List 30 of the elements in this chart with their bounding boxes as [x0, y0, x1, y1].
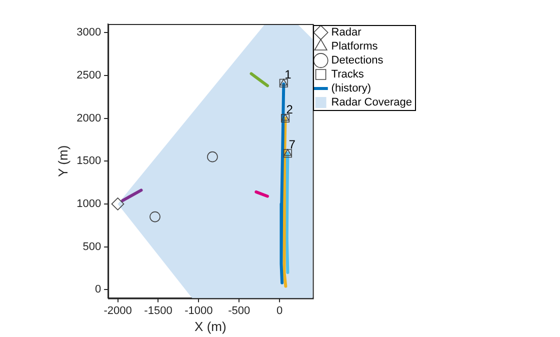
y-tick-label: 500: [82, 240, 102, 253]
legend-label: (history): [331, 82, 372, 95]
annotation: 2: [286, 102, 294, 117]
legend-label: Radar: [331, 26, 362, 39]
y-tick-label: 0: [94, 284, 102, 296]
point: [150, 211, 160, 222]
x-tick-label: 0: [276, 304, 283, 317]
y-tick-label: 3000: [76, 26, 102, 39]
y-tick-label: 1000: [76, 198, 102, 210]
annotation: 7: [288, 138, 296, 152]
legend-label: Platforms: [331, 40, 378, 53]
x-axis-title: X (m): [194, 318, 226, 334]
legend-label: Detections: [331, 54, 384, 67]
x-tick-label: -2000: [104, 304, 132, 317]
point: [280, 114, 290, 123]
y-tick-label: 1500: [76, 155, 102, 168]
x-tick-label: -1500: [144, 304, 172, 317]
point: [207, 151, 218, 162]
point: [281, 114, 290, 121]
legend-label: Radar Coverage: [331, 96, 412, 109]
y-tick-label: 2000: [76, 112, 102, 124]
x-tick-label: -1000: [184, 304, 213, 317]
legend-label: Tracks: [331, 68, 364, 81]
x-tick-label: -500: [228, 304, 250, 317]
y-tick-label: 2500: [76, 69, 102, 82]
point: [283, 149, 292, 158]
y-axis-title: Y (m): [55, 145, 70, 177]
annotation: 1: [284, 67, 292, 82]
point: [284, 148, 292, 156]
point: [111, 198, 124, 210]
